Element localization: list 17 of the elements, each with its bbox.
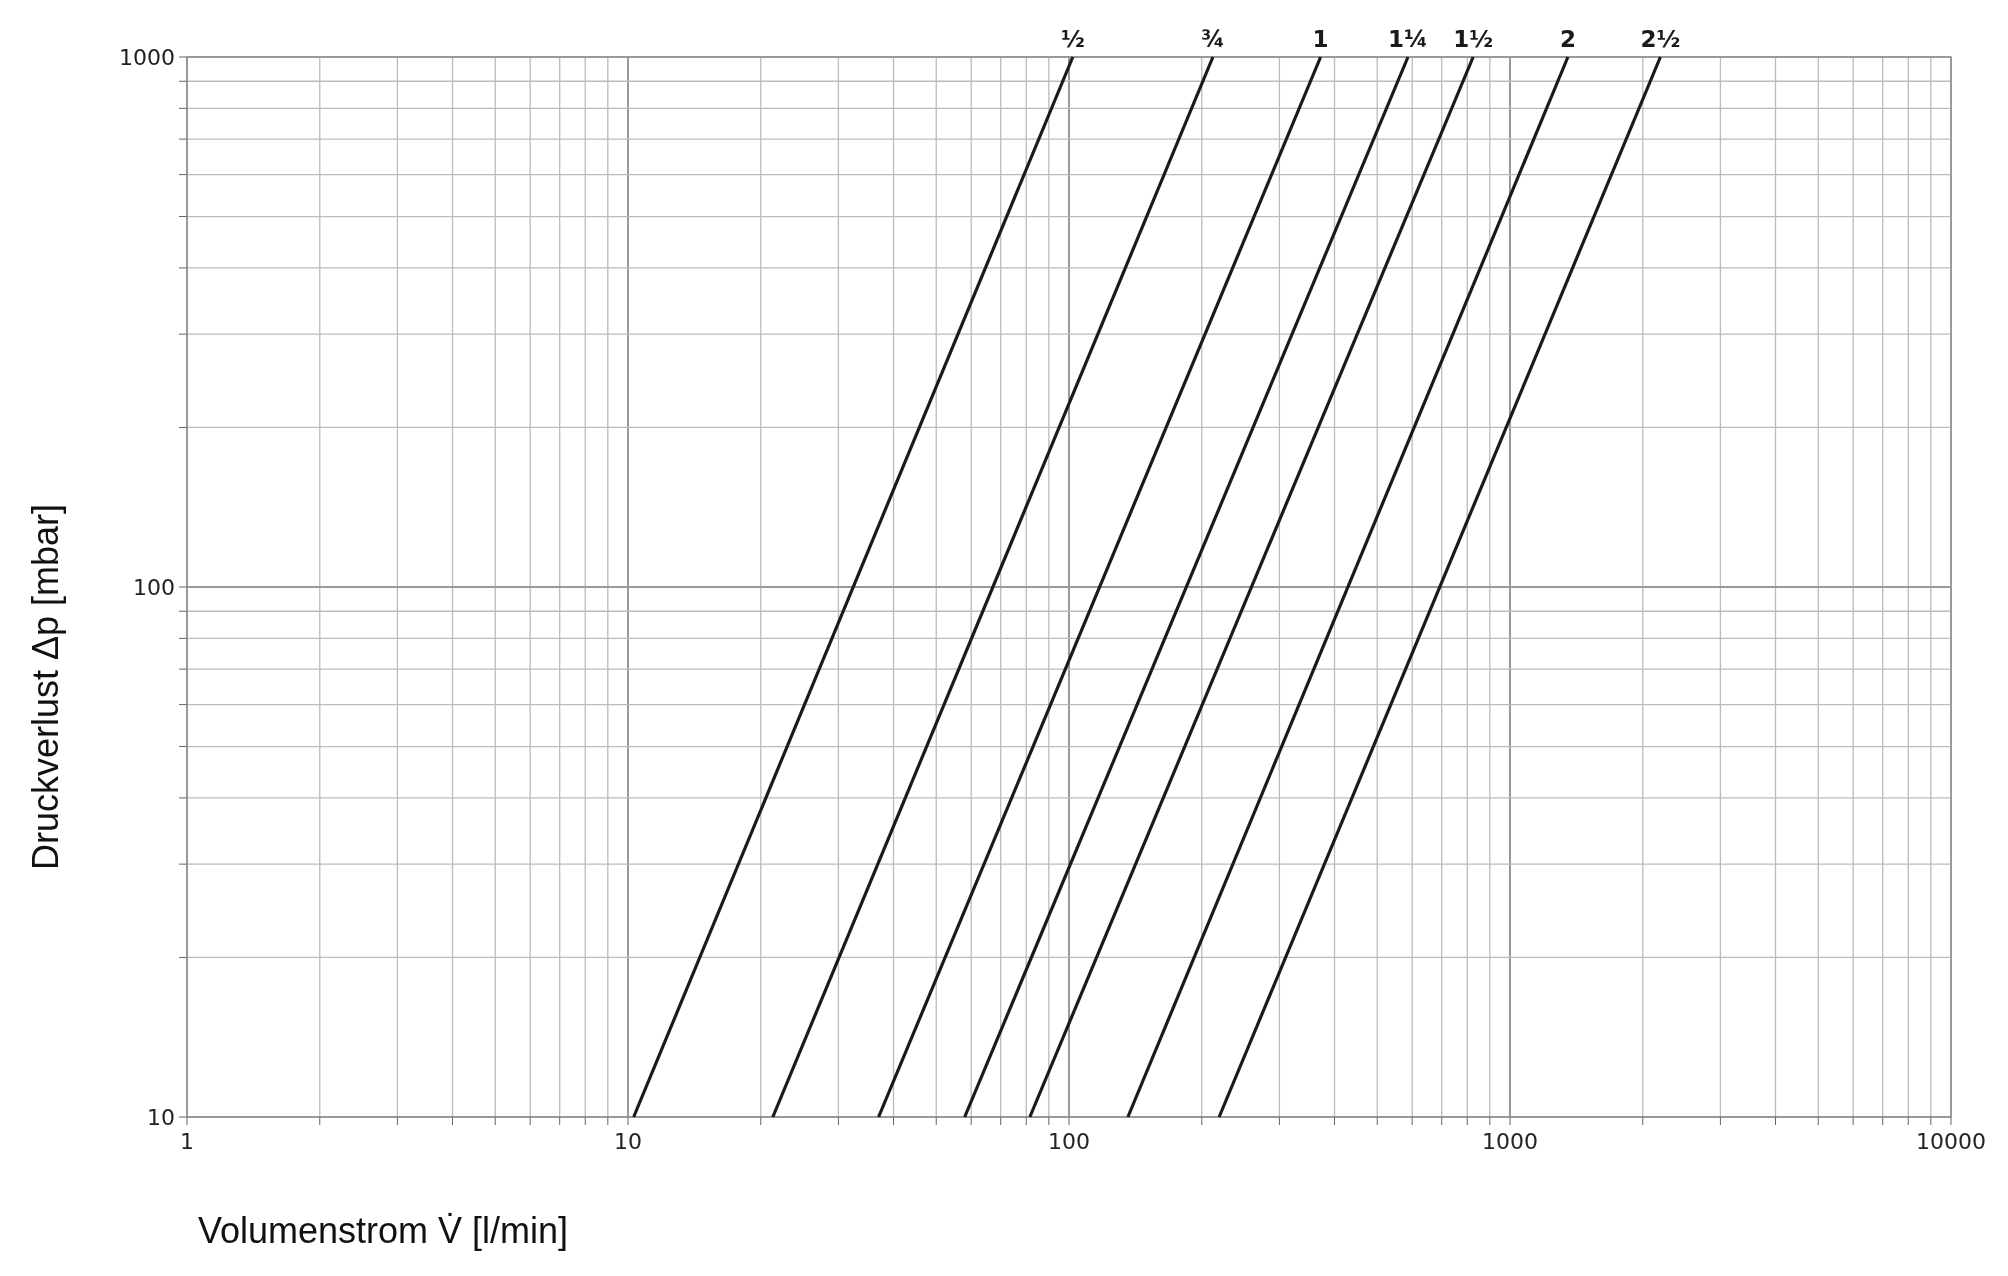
y-tick-label: 100	[133, 575, 175, 600]
x-tick-label: 1000	[1482, 1129, 1538, 1154]
x-tick-label: 10000	[1916, 1129, 1986, 1154]
x-tick-label: 10	[614, 1129, 642, 1154]
series-label: 2½	[1640, 26, 1681, 52]
series-label: ¾	[1201, 26, 1225, 52]
x-tick-label: 100	[1048, 1129, 1090, 1154]
series-label: 1	[1312, 26, 1329, 52]
x-axis-title: Volumenstrom V̇ [l/min]	[198, 1210, 569, 1251]
series-label: 2	[1559, 26, 1576, 52]
y-tick-label: 1000	[119, 45, 175, 70]
series-label: 1¼	[1388, 26, 1428, 52]
y-tick-label: 10	[147, 1105, 175, 1130]
y-axis-title: Druckverlust Δp [mbar]	[25, 503, 66, 871]
series-label: ½	[1060, 26, 1085, 52]
x-tick-label: 1	[180, 1129, 194, 1154]
series-label: 1½	[1453, 26, 1494, 52]
